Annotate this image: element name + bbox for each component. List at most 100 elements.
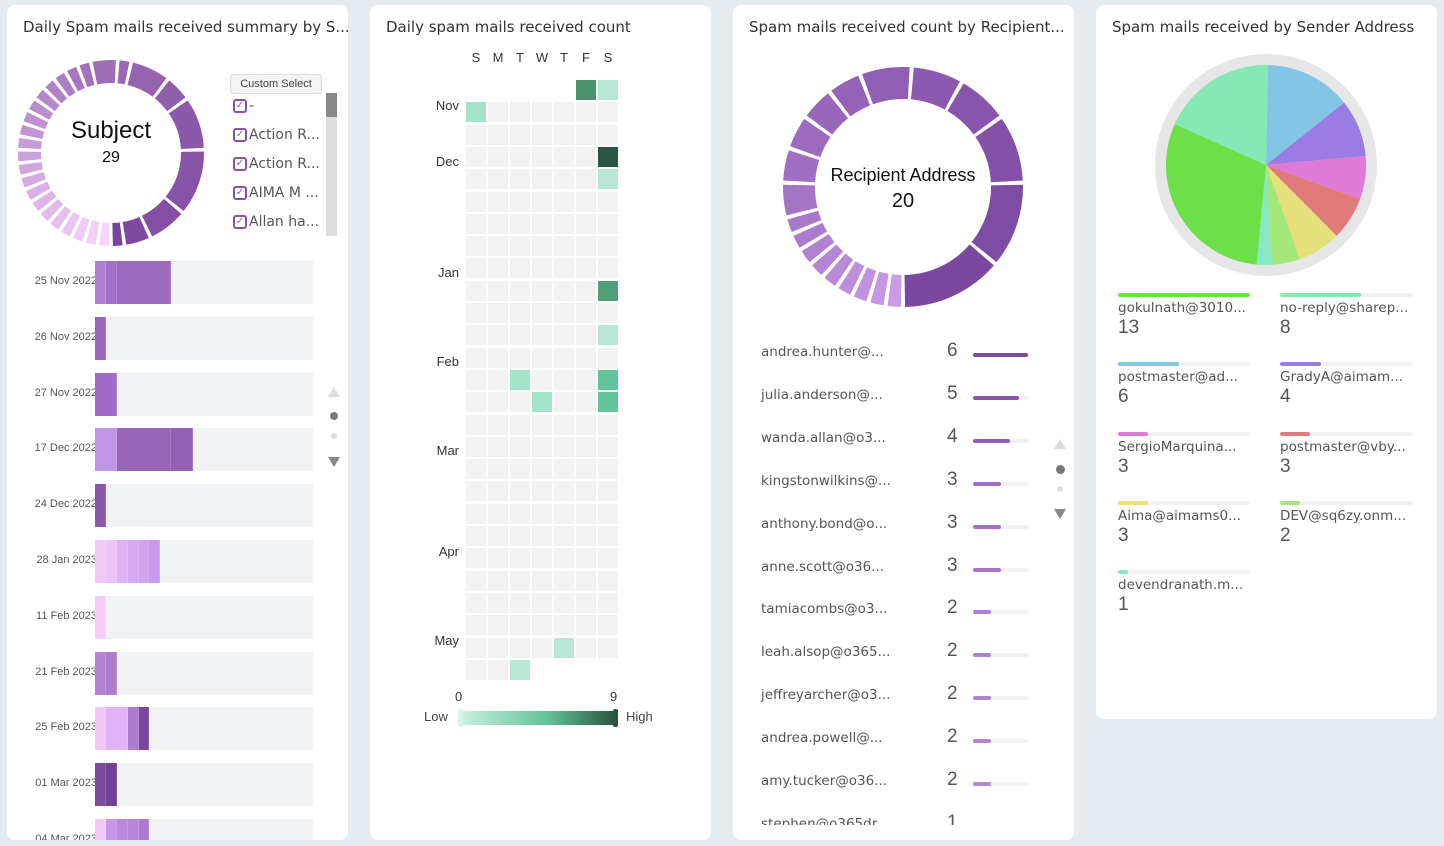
recipient-list-item[interactable]: anne.scott@o36... 3 — [761, 555, 1061, 579]
calendar-day-cell[interactable] — [554, 280, 574, 301]
calendar-day-cell[interactable] — [466, 436, 486, 457]
calendar-day-cell[interactable] — [510, 659, 530, 680]
calendar-day-cell[interactable] — [576, 303, 596, 323]
calendar-day-cell[interactable] — [488, 592, 508, 613]
calendar-day-cell[interactable] — [488, 146, 508, 167]
subject-donut-segment[interactable] — [61, 212, 81, 237]
calendar-day-cell[interactable] — [488, 570, 508, 591]
calendar-day-cell[interactable] — [598, 526, 618, 546]
sender-legend-item[interactable]: SergioMarquina... 3 — [1118, 431, 1250, 478]
bar-segment[interactable] — [105, 540, 117, 583]
bar-segment[interactable] — [95, 763, 106, 807]
calendar-day-cell[interactable] — [488, 414, 508, 435]
recipient-donut-segment[interactable] — [783, 150, 820, 183]
calendar-day-cell[interactable] — [554, 303, 574, 323]
calendar-day-cell[interactable] — [554, 459, 574, 480]
recipient-list-item[interactable]: wanda.allan@o3... 4 — [761, 426, 1061, 450]
calendar-day-cell[interactable] — [510, 369, 530, 390]
checkbox-checked-icon[interactable]: ✓ — [233, 99, 247, 113]
calendar-day-cell[interactable] — [510, 169, 530, 190]
recipient-list-item[interactable]: julia.anderson@... 5 — [761, 383, 1061, 407]
calendar-day-cell[interactable] — [488, 481, 508, 502]
legend-item[interactable]: ✓ AIMA M ... — [233, 185, 319, 201]
pie-slice[interactable] — [1266, 65, 1345, 165]
calendar-day-cell[interactable] — [532, 548, 552, 569]
calendar-day-cell[interactable] — [488, 548, 508, 569]
calendar-day-cell[interactable] — [598, 347, 618, 368]
scroll-up-icon[interactable] — [1054, 439, 1066, 449]
recipient-donut-segment[interactable] — [904, 244, 994, 307]
subject-donut-segment[interactable] — [19, 124, 45, 139]
bar-segment[interactable] — [105, 651, 117, 695]
recipient-list-item[interactable]: amy.tucker@o36... 2 — [761, 769, 1061, 793]
calendar-day-cell[interactable] — [466, 414, 486, 435]
bar-segment[interactable] — [138, 819, 150, 840]
pie-slice[interactable] — [1166, 124, 1266, 265]
calendar-day-cell[interactable] — [532, 436, 552, 457]
bar-segment[interactable] — [95, 595, 106, 639]
calendar-day-cell[interactable] — [598, 414, 618, 435]
recipient-list-item[interactable]: tamiacombs@o3... 2 — [761, 597, 1061, 621]
bar-segment[interactable] — [116, 261, 172, 304]
calendar-day-cell[interactable] — [510, 325, 530, 346]
calendar-day-cell[interactable] — [532, 303, 552, 323]
calendar-day-cell[interactable] — [598, 124, 618, 145]
calendar-day-cell[interactable] — [576, 347, 596, 368]
pie-slice[interactable] — [1266, 165, 1337, 260]
legend-scrollbar-thumb[interactable] — [326, 93, 337, 117]
calendar-day-cell[interactable] — [532, 481, 552, 502]
calendar-day-cell[interactable] — [554, 325, 574, 346]
calendar-day-cell[interactable] — [488, 615, 508, 636]
calendar-day-cell[interactable] — [554, 236, 574, 257]
calendar-day-cell[interactable] — [488, 102, 508, 123]
recipient-list-item[interactable]: stephen@o365dr... 1 — [761, 812, 1061, 825]
calendar-day-cell[interactable] — [510, 347, 530, 368]
calendar-day-cell[interactable] — [532, 570, 552, 591]
scale-min-handle[interactable] — [458, 709, 463, 727]
calendar-day-cell[interactable] — [554, 124, 574, 145]
calendar-day-cell[interactable] — [510, 102, 530, 123]
subject-donut-segment[interactable] — [141, 198, 182, 237]
recipient-donut-segment[interactable] — [947, 83, 1000, 135]
calendar-day-cell[interactable] — [488, 637, 508, 658]
custom-select-button[interactable]: Custom Select — [230, 74, 322, 94]
legend-item[interactable]: ✓ Allan ha... — [233, 214, 319, 230]
pie-slice[interactable] — [1266, 156, 1366, 200]
recipient-list-item[interactable]: kingstonwilkins@... 3 — [761, 469, 1061, 493]
recipient-donut-segment[interactable] — [870, 271, 889, 306]
calendar-day-cell[interactable] — [576, 124, 596, 145]
calendar-day-cell[interactable] — [576, 102, 596, 123]
checkbox-checked-icon[interactable]: ✓ — [233, 128, 247, 142]
calendar-day-cell[interactable] — [576, 548, 596, 569]
sender-legend-item[interactable]: devendranath.m... 1 — [1118, 570, 1250, 616]
bar-segment[interactable] — [116, 540, 128, 583]
subject-donut-segment[interactable] — [79, 62, 95, 88]
calendar-day-cell[interactable] — [598, 503, 618, 524]
calendar-day-cell[interactable] — [488, 169, 508, 190]
calendar-day-cell[interactable] — [598, 169, 618, 190]
calendar-day-cell[interactable] — [532, 347, 552, 368]
bar-segment[interactable] — [138, 707, 150, 751]
calendar-day-cell[interactable] — [554, 258, 574, 279]
bar-segment[interactable] — [95, 316, 106, 360]
calendar-day-cell[interactable] — [488, 436, 508, 457]
calendar-day-cell[interactable] — [466, 124, 486, 145]
calendar-day-cell[interactable] — [466, 481, 486, 502]
calendar-day-cell[interactable] — [576, 146, 596, 167]
calendar-day-cell[interactable] — [510, 459, 530, 480]
calendar-day-cell[interactable] — [598, 592, 618, 613]
calendar-day-cell[interactable] — [466, 392, 486, 413]
calendar-day-cell[interactable] — [510, 191, 530, 212]
calendar-day-cell[interactable] — [532, 503, 552, 524]
calendar-day-cell[interactable] — [466, 146, 486, 167]
legend-scrollbar[interactable] — [326, 93, 337, 236]
calendar-day-cell[interactable] — [598, 459, 618, 480]
calendar-day-cell[interactable] — [466, 169, 486, 190]
calendar-day-cell[interactable] — [576, 325, 596, 346]
recipient-list-item[interactable]: andrea.hunter@... 6 — [761, 340, 1061, 364]
calendar-day-cell[interactable] — [532, 191, 552, 212]
bar-segment[interactable] — [116, 428, 172, 472]
calendar-day-cell[interactable] — [532, 258, 552, 279]
recipient-donut-segment[interactable] — [812, 244, 844, 275]
calendar-day-cell[interactable] — [488, 526, 508, 546]
